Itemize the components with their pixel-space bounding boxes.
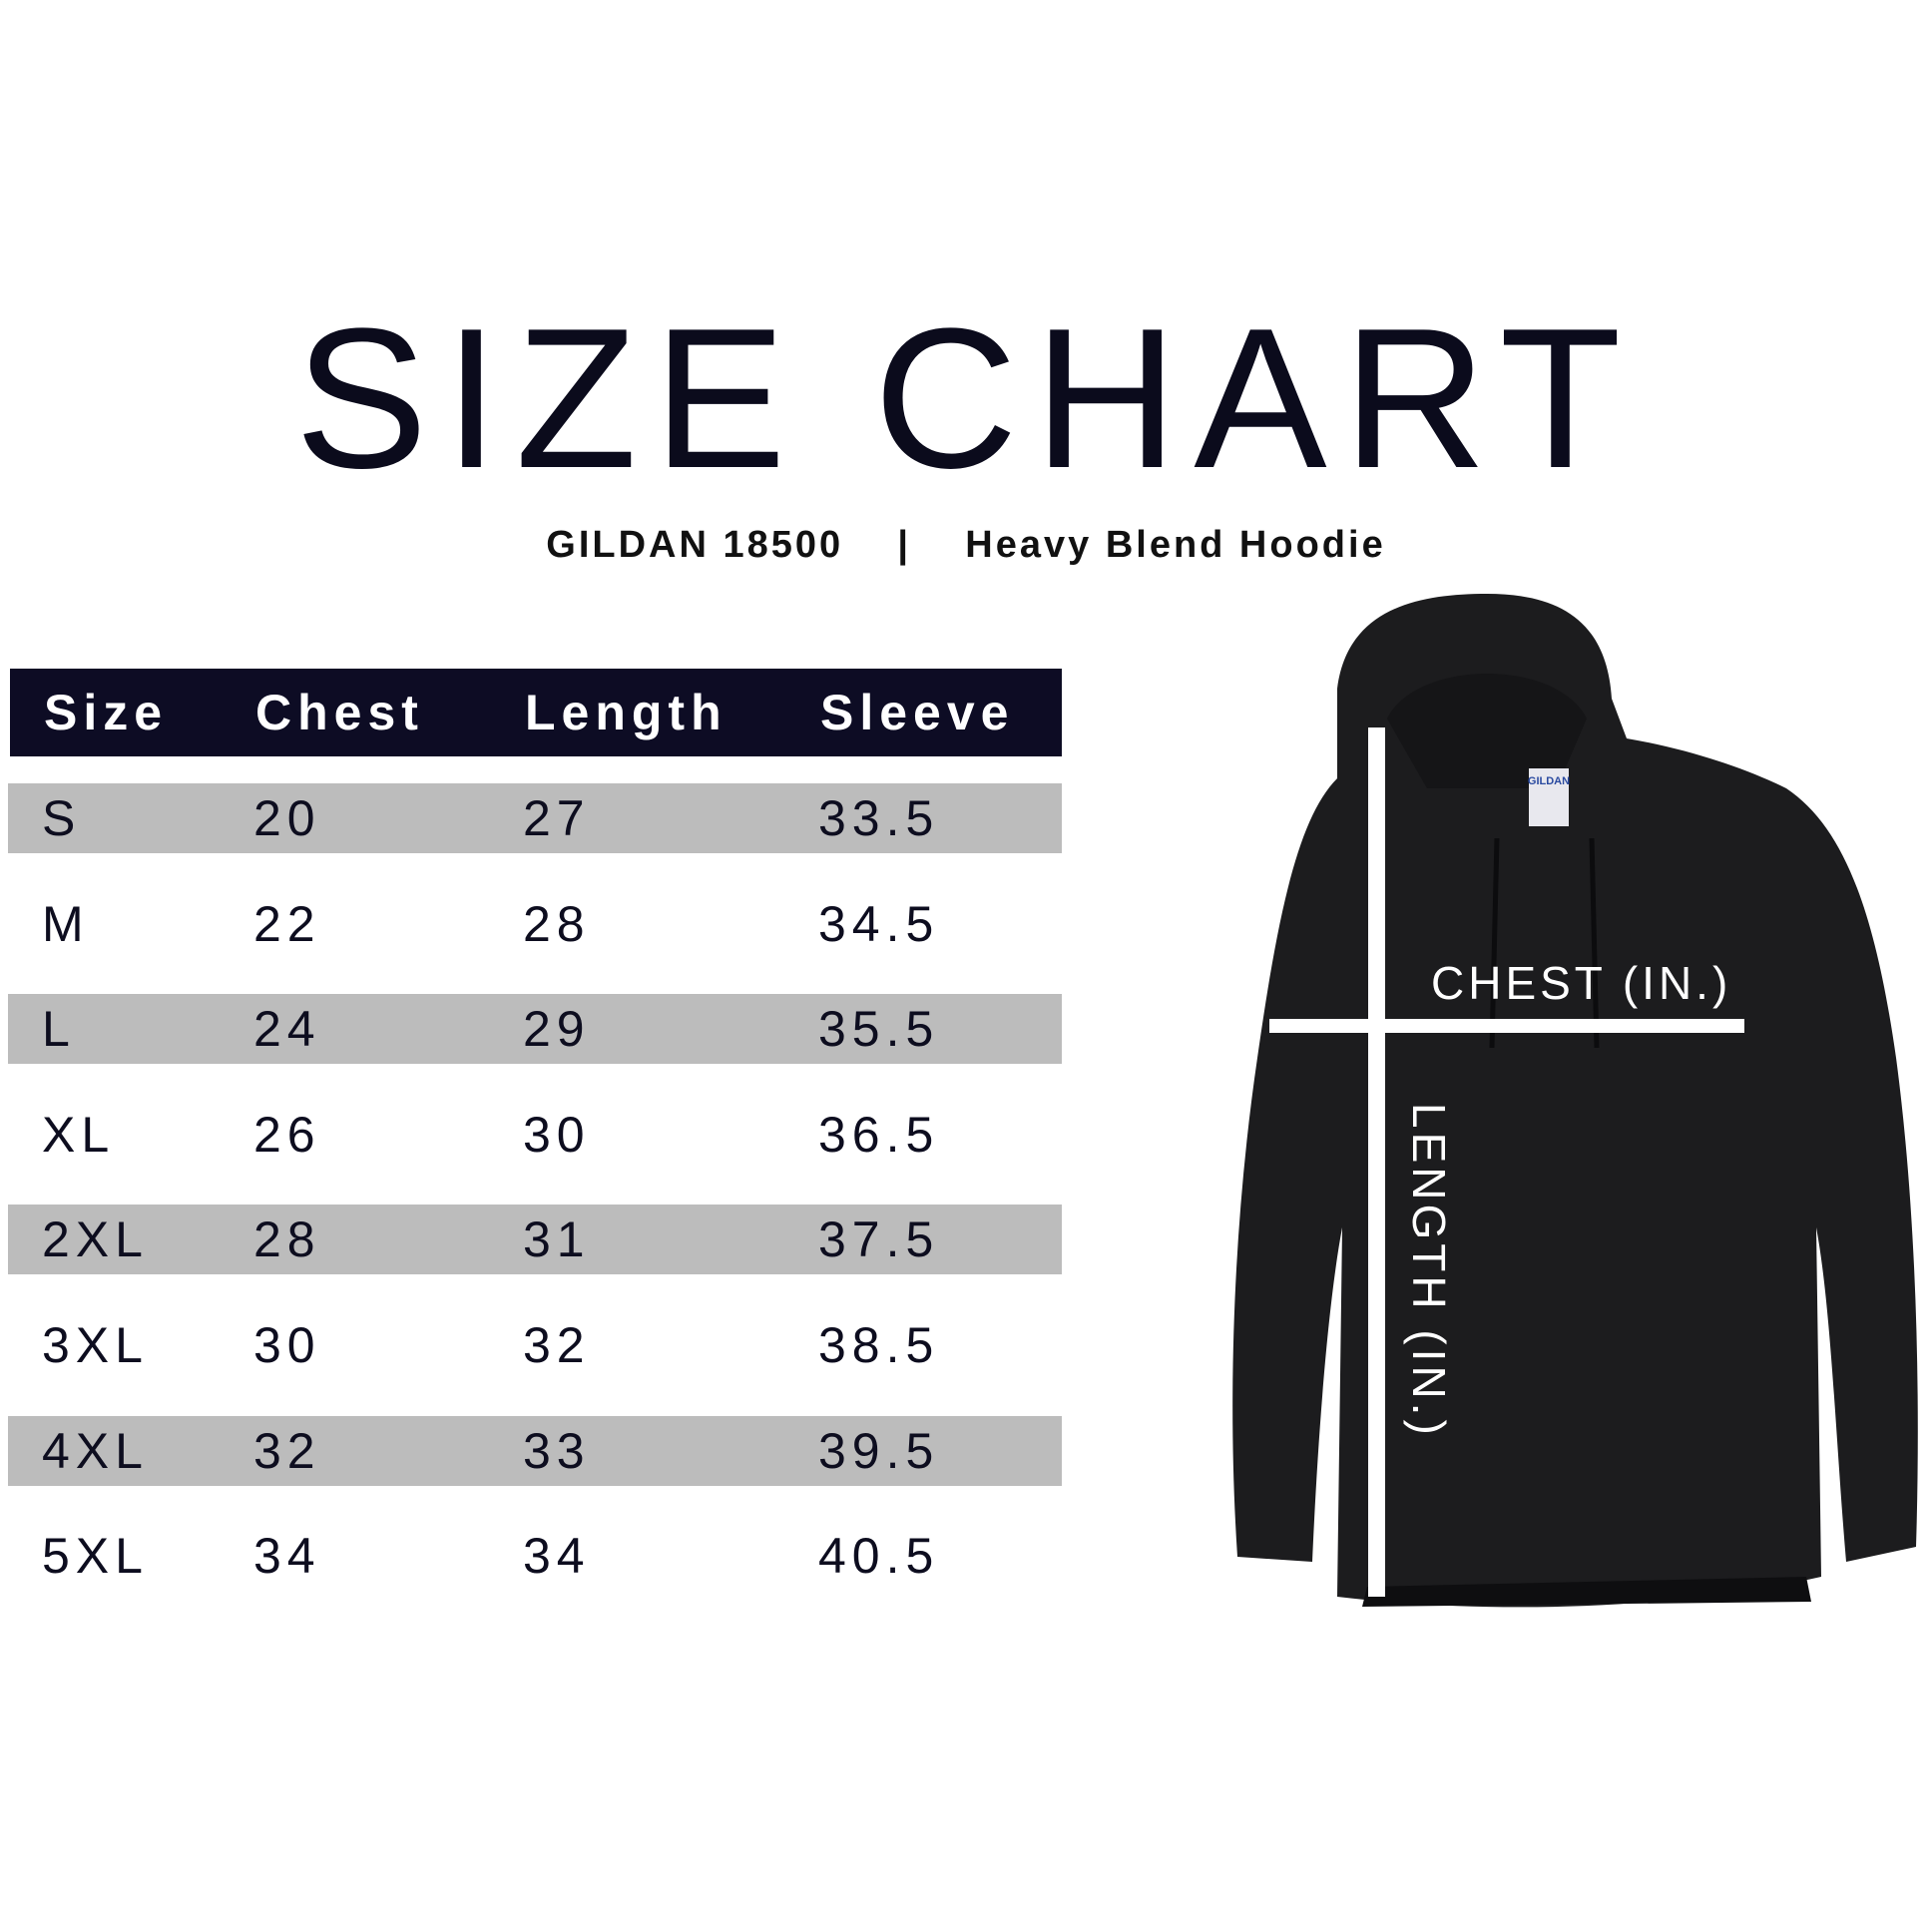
table-row: XL 26 30 36.5 (8, 1100, 1062, 1170)
table-row: 4XL 32 33 39.5 (8, 1415, 1062, 1486)
subtitle: GILDAN 18500 | Heavy Blend Hoodie (0, 523, 1932, 567)
cell-chest: 28 (253, 1211, 321, 1268)
separator: | (897, 524, 912, 566)
cell-sleeve: 33.5 (818, 790, 940, 846)
header-sleeve: Sleeve (820, 685, 1015, 740)
tag-text: GILDAN (1528, 775, 1570, 787)
cell-length: 28 (523, 895, 591, 952)
cell-length: 33 (523, 1422, 591, 1479)
header-length: Length (525, 685, 727, 740)
header-size: Size (44, 685, 169, 740)
cell-length: 31 (523, 1211, 591, 1268)
table-row: S 20 27 33.5 (8, 783, 1062, 853)
cell-length: 34 (523, 1528, 591, 1585)
cell-size: 3XL (42, 1317, 149, 1373)
cell-length: 32 (523, 1317, 591, 1373)
cell-size: M (42, 895, 90, 952)
cell-sleeve: 37.5 (818, 1211, 940, 1268)
cell-size: 2XL (42, 1211, 149, 1268)
cell-sleeve: 35.5 (818, 1001, 940, 1058)
product-name: Heavy Blend Hoodie (965, 524, 1386, 566)
garment-tag (1529, 768, 1569, 826)
cell-size: XL (42, 1106, 116, 1163)
cell-sleeve: 36.5 (818, 1106, 940, 1163)
cell-size: L (42, 1001, 76, 1058)
cell-sleeve: 34.5 (818, 895, 940, 952)
cell-chest: 20 (253, 790, 321, 846)
table-row: L 24 29 35.5 (8, 994, 1062, 1065)
cell-length: 29 (523, 1001, 591, 1058)
table-row: 5XL 34 34 40.5 (8, 1521, 1062, 1591)
cell-chest: 22 (253, 895, 321, 952)
length-measure-line (1368, 727, 1385, 1597)
cell-chest: 30 (253, 1317, 321, 1373)
chest-measure-line (1269, 1019, 1744, 1033)
cell-chest: 32 (253, 1422, 321, 1479)
table-row: M 22 28 34.5 (8, 889, 1062, 959)
length-label: LENGTH (IN.) (1403, 1103, 1455, 1439)
header-chest: Chest (255, 685, 424, 740)
cell-size: 5XL (42, 1528, 149, 1585)
cell-chest: 34 (253, 1528, 321, 1585)
cell-size: S (42, 790, 82, 846)
cell-length: 30 (523, 1106, 591, 1163)
cell-sleeve: 40.5 (818, 1528, 940, 1585)
hoodie-illustration: GILDAN (1232, 594, 1918, 1608)
cell-length: 27 (523, 790, 591, 846)
cell-chest: 24 (253, 1001, 321, 1058)
table-header: Size Chest Length Sleeve (10, 669, 1062, 756)
cell-chest: 26 (253, 1106, 321, 1163)
hoodie-diagram: GILDAN (1232, 594, 1918, 1608)
cell-sleeve: 39.5 (818, 1422, 940, 1479)
page-title: SIZE CHART (294, 287, 1638, 510)
table-row: 2XL 28 31 37.5 (8, 1205, 1062, 1275)
cell-size: 4XL (42, 1422, 149, 1479)
cell-sleeve: 38.5 (818, 1317, 940, 1373)
table-row: 3XL 30 32 38.5 (8, 1310, 1062, 1380)
chest-label: CHEST (IN.) (1431, 957, 1732, 1009)
product-model: GILDAN 18500 (546, 524, 844, 566)
